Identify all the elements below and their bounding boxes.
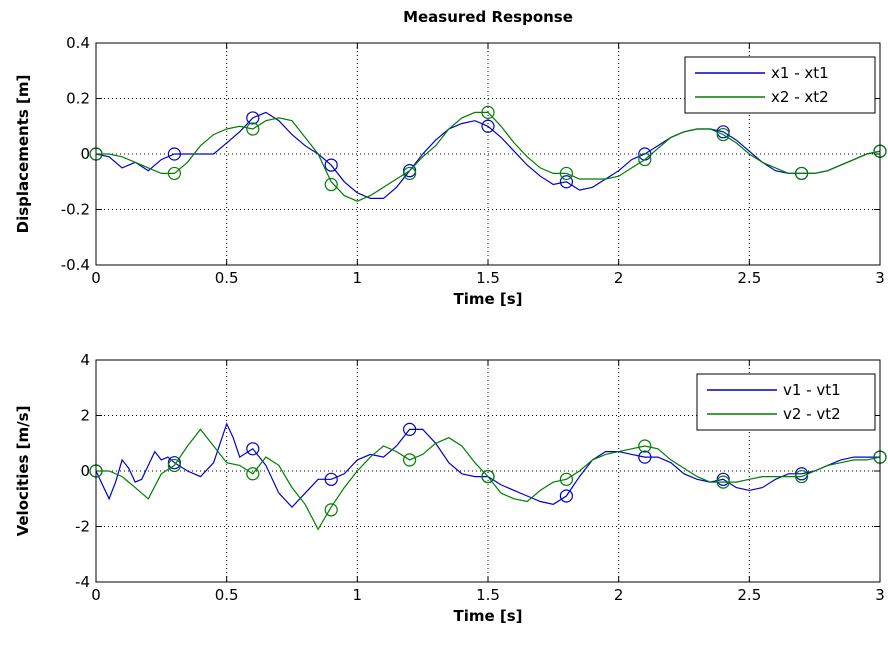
velocity-series-2-marker [167,458,181,473]
displacement-series-1-marker [403,164,417,178]
velocity-x-tick-label: 3 [875,586,885,604]
velocity-y-tick-label: -2 [75,518,90,536]
velocity-x-tick-label: 0.5 [215,586,239,604]
velocity-series-2-marker [403,453,417,467]
displacement-axes-frame [95,42,881,266]
displacement-series-1-marker [559,175,574,189]
velocity-series-1-marker [638,450,652,464]
velocity-series-2-marker [559,472,574,486]
displacement-legend: x1 - xt1 x2 - xt2 [684,56,876,114]
displacement-x-tick-label: 2.5 [737,269,761,287]
displacement-series-2-marker [481,105,495,119]
velocity-series-2-marker [716,475,730,489]
velocity-legend-entry-1: v1 - vt1 [783,381,841,399]
velocity-legend-entry-2: v2 - vt2 [783,405,841,423]
displacement-y-tick-label: 0 [80,145,90,163]
displacement-plot: 0 0.5 1 1.5 2 2.5 3 -0.4 -0.2 0 0.2 0.4 Time [s] Disp… [14,34,887,308]
displacement-x-tick-label: 0.5 [215,269,239,287]
velocity-series-2-marker [794,469,809,484]
velocity-series-1-marker [716,472,730,486]
velocity-plot: 0 0.5 1 1.5 2 2.5 3 -4 -2 0 2 4 Time [s] Velocities [… [14,351,887,625]
velocity-y-tick-label: -4 [75,573,90,591]
displacement-series-1-marker [481,119,495,133]
velocity-series-2-marker [638,439,652,453]
velocity-legend: v1 - vt1 v2 - vt2 [696,373,876,431]
displacement-series-1-marker [246,111,260,125]
displacement-series-2-marker [638,152,652,167]
displacement-series-2-line [96,111,880,202]
velocity-series-1-marker [324,472,338,486]
velocity-series-2-marker [246,467,260,481]
velocity-series-2-marker [324,503,338,517]
displacement-x-tick-label: 0 [91,269,101,287]
displacement-legend-entry-2: x2 - xt2 [771,88,829,106]
velocity-x-tick-label: 0 [91,586,101,604]
displacement-x-tick-label: 1 [353,269,363,287]
displacement-series-2-marker [167,166,181,181]
displacement-y-tick-label: 0.2 [66,90,90,108]
velocity-series-1-marker [167,456,181,470]
velocity-y-tick-label: 0 [80,462,90,480]
displacement-series-2-marker [794,166,809,181]
displacement-x-tick-label: 1.5 [476,269,500,287]
displacement-series-2-marker [559,166,574,181]
velocity-series-1-marker [246,442,260,456]
displacement-series-1-marker [167,147,181,161]
displacement-legend-entry-1: x1 - xt1 [771,64,829,82]
displacement-series-2-marker [403,166,417,181]
velocity-y-axis-label: Velocities [m/s] [14,406,32,537]
displacement-series-1-line [96,111,880,199]
velocity-series-1-line [96,422,880,508]
velocity-x-tick-label: 2.5 [737,586,761,604]
displacement-x-tick-label: 3 [875,269,885,287]
velocity-series-1-marker [559,489,574,503]
velocity-x-tick-label: 1 [353,586,363,604]
displacement-y-tick-label: -0.2 [61,201,90,219]
displacement-series-2-marker [246,122,260,136]
displacement-y-axis-label: Displacements [m] [14,75,32,234]
velocity-x-tick-label: 1.5 [476,586,500,604]
velocity-y-tick-label: 4 [80,351,90,369]
displacement-x-axis-label: Time [s] [453,290,522,308]
displacement-series-1-marker [324,158,338,172]
velocity-axes-frame [95,359,881,583]
displacement-legend-box [684,56,876,114]
velocity-legend-box [696,373,876,431]
velocity-y-tick-label: 2 [80,407,90,425]
velocity-x-tick-label: 2 [614,586,624,604]
velocity-series-2-line [96,428,880,531]
displacement-series-2-marker [324,177,338,192]
figure-title: Measured Response [403,8,573,26]
displacement-y-tick-label: 0.4 [66,34,90,52]
velocity-x-axis-label: Time [s] [453,607,522,625]
displacement-x-tick-label: 2 [614,269,624,287]
velocity-series-1-marker [403,422,417,436]
velocity-series-2-marker [481,469,495,484]
displacement-y-tick-label: -0.4 [61,256,90,274]
displacement-series-2-marker [716,127,730,142]
